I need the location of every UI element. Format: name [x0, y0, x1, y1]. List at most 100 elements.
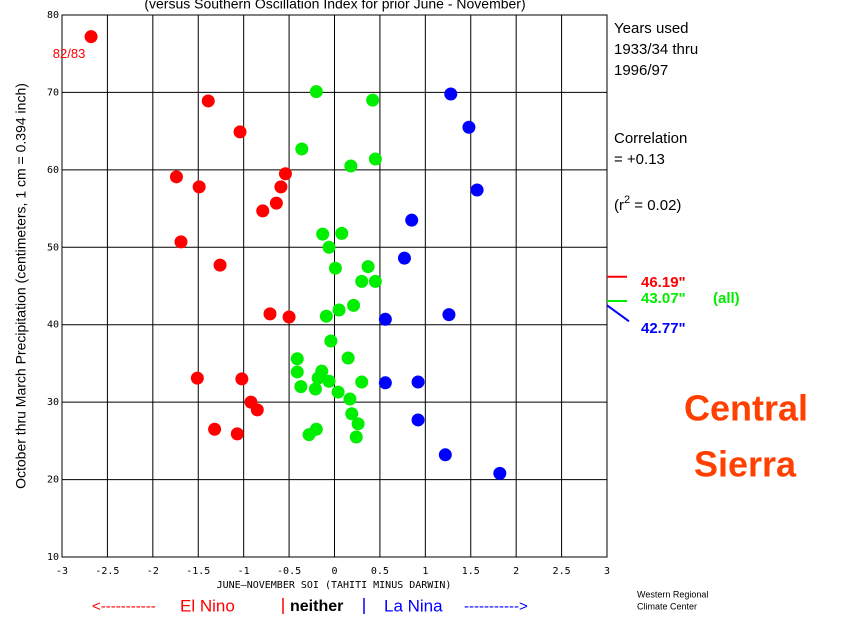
- y-tick-label: 50: [47, 242, 59, 253]
- data-point: [335, 226, 349, 240]
- point-label: 82/83: [53, 46, 86, 61]
- data-point: [438, 448, 452, 462]
- note-text: 1996/97: [614, 62, 668, 79]
- x-tick-label: -0.5: [277, 566, 301, 577]
- data-point: [235, 372, 249, 386]
- data-point: [274, 180, 288, 194]
- x-tick-label: -3: [56, 566, 68, 577]
- r-part: = 0.02): [630, 197, 681, 214]
- note-text: Correlation: [614, 130, 687, 147]
- data-point: [316, 227, 330, 241]
- region-label: Central: [684, 388, 808, 429]
- data-point: [343, 392, 357, 406]
- mean-label: 42.77": [641, 320, 686, 337]
- y-tick-label: 30: [47, 397, 59, 408]
- x-tick-label: 0: [331, 566, 337, 577]
- y-tick-label: 70: [47, 87, 59, 98]
- data-point: [295, 142, 309, 156]
- data-point: [341, 351, 355, 365]
- data-point: [442, 308, 456, 322]
- y-axis-label: October thru March Precipitation (centim…: [13, 83, 29, 489]
- data-point: [411, 413, 425, 427]
- data-point: [311, 371, 325, 385]
- data-point: [444, 87, 458, 101]
- data-point: [366, 93, 380, 107]
- data-point: [290, 365, 304, 379]
- data-point: [349, 430, 363, 444]
- data-point: [290, 352, 304, 366]
- data-point: [331, 385, 345, 399]
- note-text: 1933/34 thru: [614, 41, 698, 58]
- series-label: La Nina: [384, 596, 443, 615]
- data-point: [213, 258, 227, 272]
- data-point: [324, 334, 338, 348]
- data-point: [278, 167, 292, 181]
- arrow: <-----------: [92, 598, 156, 615]
- x-tick-label: 3: [604, 566, 610, 577]
- data-point: [322, 374, 336, 388]
- data-point: [378, 376, 392, 390]
- data-point: [230, 427, 244, 441]
- data-point: [493, 466, 507, 480]
- data-point: [378, 312, 392, 326]
- r-sup: 2: [624, 194, 630, 206]
- x-tick-label: -1: [238, 566, 250, 577]
- r-part: (r: [614, 197, 624, 214]
- data-point: [462, 120, 476, 134]
- data-point: [355, 274, 369, 288]
- data-point: [347, 298, 361, 312]
- mean-marker: [606, 304, 630, 323]
- data-point: [405, 213, 419, 227]
- credit: Western Regional: [637, 589, 708, 599]
- data-point: [308, 382, 322, 396]
- y-tick-label: 60: [47, 165, 59, 176]
- x-tick-label: -2.5: [95, 566, 119, 577]
- data-point: [319, 309, 333, 323]
- data-point: [294, 380, 308, 394]
- y-tick-label: 10: [47, 552, 59, 563]
- mean-label: 43.07": [641, 290, 686, 307]
- region-label: Sierra: [694, 444, 797, 485]
- note-text: = +0.13: [614, 151, 665, 168]
- data-point: [84, 30, 98, 44]
- data-point: [208, 422, 222, 436]
- x-tick-label: 0.5: [371, 566, 389, 577]
- data-point: [361, 260, 375, 274]
- series-label: neither: [290, 598, 343, 615]
- data-point: [344, 159, 358, 173]
- note-text: Years used: [614, 20, 689, 37]
- data-point: [282, 310, 296, 324]
- x-tick-label: 2.5: [553, 566, 571, 577]
- data-point: [345, 407, 359, 421]
- mean-label: 46.19": [641, 274, 686, 291]
- arrow: ----------->: [464, 598, 528, 615]
- mean-note: (all): [713, 290, 740, 307]
- data-point: [192, 180, 206, 194]
- x-tick-label: -2: [147, 566, 159, 577]
- data-point: [397, 251, 411, 265]
- x-tick-label: 2: [513, 566, 519, 577]
- data-point: [263, 307, 277, 321]
- data-point: [368, 152, 382, 166]
- data-point: [368, 274, 382, 288]
- r-squared: (r2 = 0.02): [614, 194, 681, 214]
- y-tick-label: 40: [47, 320, 59, 331]
- data-point: [470, 183, 484, 197]
- data-point: [174, 235, 188, 249]
- x-tick-label: 1: [422, 566, 428, 577]
- data-point: [411, 375, 425, 389]
- y-tick-label: 20: [47, 475, 59, 486]
- series-label: El Nino: [180, 596, 235, 615]
- data-point: [233, 125, 247, 139]
- chart-title: (versus Southern Oscillation Index for p…: [144, 0, 525, 12]
- data-point: [169, 170, 183, 184]
- credit: Climate Center: [637, 601, 697, 611]
- y-tick-label: 80: [47, 10, 59, 21]
- data-point: [309, 85, 323, 99]
- data-point: [302, 428, 316, 442]
- data-point: [269, 196, 283, 210]
- x-tick-label: 1.5: [462, 566, 480, 577]
- data-point: [190, 371, 204, 385]
- data-point: [355, 375, 369, 389]
